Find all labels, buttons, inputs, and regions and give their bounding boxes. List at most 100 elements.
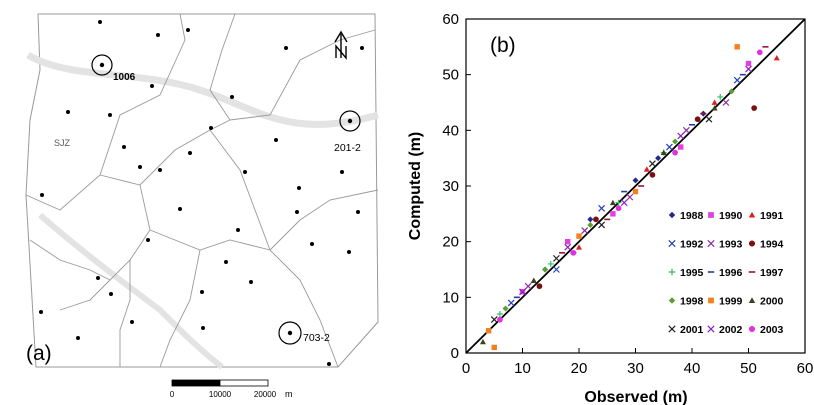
point-1994 <box>751 105 758 111</box>
legend-marker-2002 <box>707 325 715 333</box>
point-2002 <box>519 288 526 296</box>
point-1995 <box>717 93 724 100</box>
legend-label-1998: 1998 <box>680 296 704 308</box>
point-2001 <box>552 254 560 262</box>
well-201-2: 201-2 <box>334 110 361 154</box>
point-1992 <box>507 299 515 307</box>
point-1999 <box>485 328 492 334</box>
point-2000 <box>479 338 486 345</box>
point-1988 <box>587 216 594 223</box>
point-1991 <box>643 166 650 172</box>
point-1999 <box>632 188 639 195</box>
legend-marker-1999 <box>708 297 714 304</box>
legend-label-1988: 1988 <box>680 210 704 222</box>
point-1995 <box>496 311 503 318</box>
point-1991 <box>711 99 718 105</box>
point-2002 <box>564 243 572 251</box>
point-2000 <box>660 149 667 155</box>
point-2003 <box>756 49 763 56</box>
legend-label-1999: 1999 <box>719 296 743 308</box>
legend-label-1990: 1990 <box>719 210 743 222</box>
point-2002 <box>745 65 752 73</box>
study-area-map: 1006 201-2 703-2 SJZ (a) 0 10000 20000 m <box>25 13 379 399</box>
point-1990 <box>565 238 571 245</box>
point-2003 <box>497 316 503 323</box>
well-label-1006: 1006 <box>113 72 136 83</box>
well-703-2: 703-2 <box>278 321 330 345</box>
point-2003 <box>672 149 678 156</box>
point-1990 <box>678 144 684 150</box>
point-1993 <box>722 99 730 106</box>
scale-tick-10000: 10000 <box>209 390 232 399</box>
point-2001 <box>490 316 498 324</box>
legend-label-1996: 1996 <box>719 267 743 279</box>
legend-label-1992: 1992 <box>680 239 704 251</box>
point-1998 <box>587 221 594 228</box>
point-1994 <box>649 172 656 178</box>
x-tick-label: 50 <box>740 360 757 377</box>
point-1999 <box>491 344 497 351</box>
well-1006: 1006 <box>91 54 136 83</box>
y-tick-label: 20 <box>442 234 459 251</box>
scale-tick-0: 0 <box>170 390 175 399</box>
panel-label-b: (b) <box>490 34 516 57</box>
point-2001 <box>598 221 606 229</box>
legend-marker-1992 <box>668 239 676 248</box>
point-1988 <box>632 177 639 184</box>
point-1993 <box>682 126 690 134</box>
panel-label-a: (a) <box>26 342 52 365</box>
point-1992 <box>733 76 741 84</box>
legend-label-2000: 2000 <box>760 296 784 308</box>
legend: 1988 1990 1991 1992 1993 1994 1995 1996 1997 1998… <box>668 210 784 336</box>
x-tick-label: 30 <box>627 360 644 377</box>
legend-marker-1990 <box>708 212 714 218</box>
legend-marker-2003 <box>748 325 756 333</box>
legend-label-1993: 1993 <box>719 239 743 251</box>
north-arrow-icon <box>334 30 348 60</box>
point-1994 <box>694 116 701 123</box>
legend-label-1997: 1997 <box>760 267 784 279</box>
scale-tick-20000: 20000 <box>254 390 277 399</box>
point-2000 <box>609 199 616 206</box>
sub-region-boundaries <box>25 13 379 368</box>
legend-label-2001: 2001 <box>680 324 704 336</box>
legend-marker-2001 <box>668 325 676 333</box>
x-tick-label: 10 <box>514 360 531 377</box>
legend-marker-1994 <box>748 240 756 247</box>
river-lower <box>38 212 224 370</box>
x-tick-label: 40 <box>684 360 701 377</box>
point-1994 <box>593 216 599 223</box>
point-2002 <box>677 132 685 140</box>
point-2001 <box>649 160 656 168</box>
point-1998 <box>502 305 509 312</box>
one-to-one-line <box>465 18 806 354</box>
well-label-703-2: 703-2 <box>303 332 330 344</box>
point-1988 <box>655 155 662 162</box>
y-tick-label: 60 <box>442 11 459 28</box>
region-label-sjz: SJZ <box>54 138 71 148</box>
point-1998 <box>672 138 679 145</box>
point-1998 <box>542 266 549 273</box>
point-1990 <box>610 211 616 217</box>
x-tick-label: 0 <box>462 360 470 377</box>
y-tick-label: 10 <box>442 289 459 306</box>
point-1993 <box>626 193 634 201</box>
observation-points <box>39 20 364 366</box>
legend-marker-1993 <box>707 239 715 248</box>
x-tick-label: 20 <box>571 360 588 377</box>
legend-marker-1998 <box>668 297 676 304</box>
scale-bar: 0 10000 20000 m <box>170 379 293 399</box>
legend-marker-1995 <box>668 268 676 276</box>
y-tick-label: 40 <box>442 122 459 139</box>
well-label-201-2: 201-2 <box>334 142 361 154</box>
x-axis-label: Observed (m) <box>584 389 687 405</box>
point-2003 <box>570 249 577 256</box>
point-1999 <box>576 233 582 239</box>
y-tick-label: 50 <box>442 67 459 84</box>
x-tick-label: 60 <box>797 360 814 377</box>
river-upper <box>26 51 379 128</box>
legend-marker-2000 <box>748 297 756 304</box>
point-1995 <box>615 199 622 206</box>
point-1992 <box>598 204 606 212</box>
point-1992 <box>665 143 673 151</box>
